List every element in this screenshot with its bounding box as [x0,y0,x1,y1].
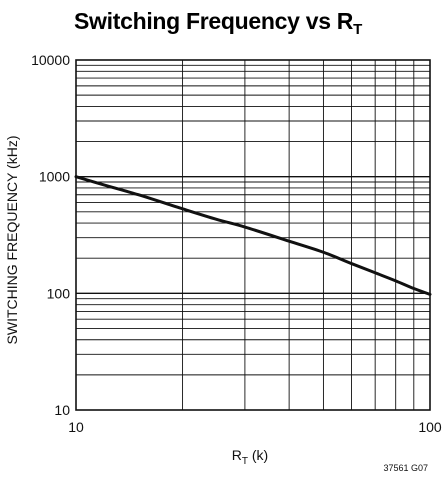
y-tick-label: 10000 [31,52,70,68]
y-tick-label: 100 [47,285,71,301]
chart-title-main: Switching Frequency vs R [74,8,354,34]
figure-id: 37561 G07 [383,463,428,473]
x-tick-label: 100 [418,419,442,435]
x-tick-label: 10 [68,419,84,435]
y-tick-label: 1000 [39,169,70,185]
x-axis-label-suffix: (k) [248,447,268,463]
plot-frame [75,59,431,411]
series-line [74,175,432,296]
chart-title: Switching Frequency vs RT [74,8,362,38]
y-tick-label: 10 [54,402,70,418]
chart-title-subscript: T [353,21,362,38]
x-axis-label: RT (k) [232,447,268,467]
y-axis-label: SWITCHING FREQUENCY (kHz) [4,136,20,345]
x-axis-label-subscript: T [242,456,248,467]
x-axis-label-main: R [232,447,242,463]
y-tick-labels: 10 100 1000 10000 [31,52,70,418]
x-tick-labels: 10 100 [68,419,442,435]
grid-minor [76,60,430,410]
grid-major [76,175,430,295]
